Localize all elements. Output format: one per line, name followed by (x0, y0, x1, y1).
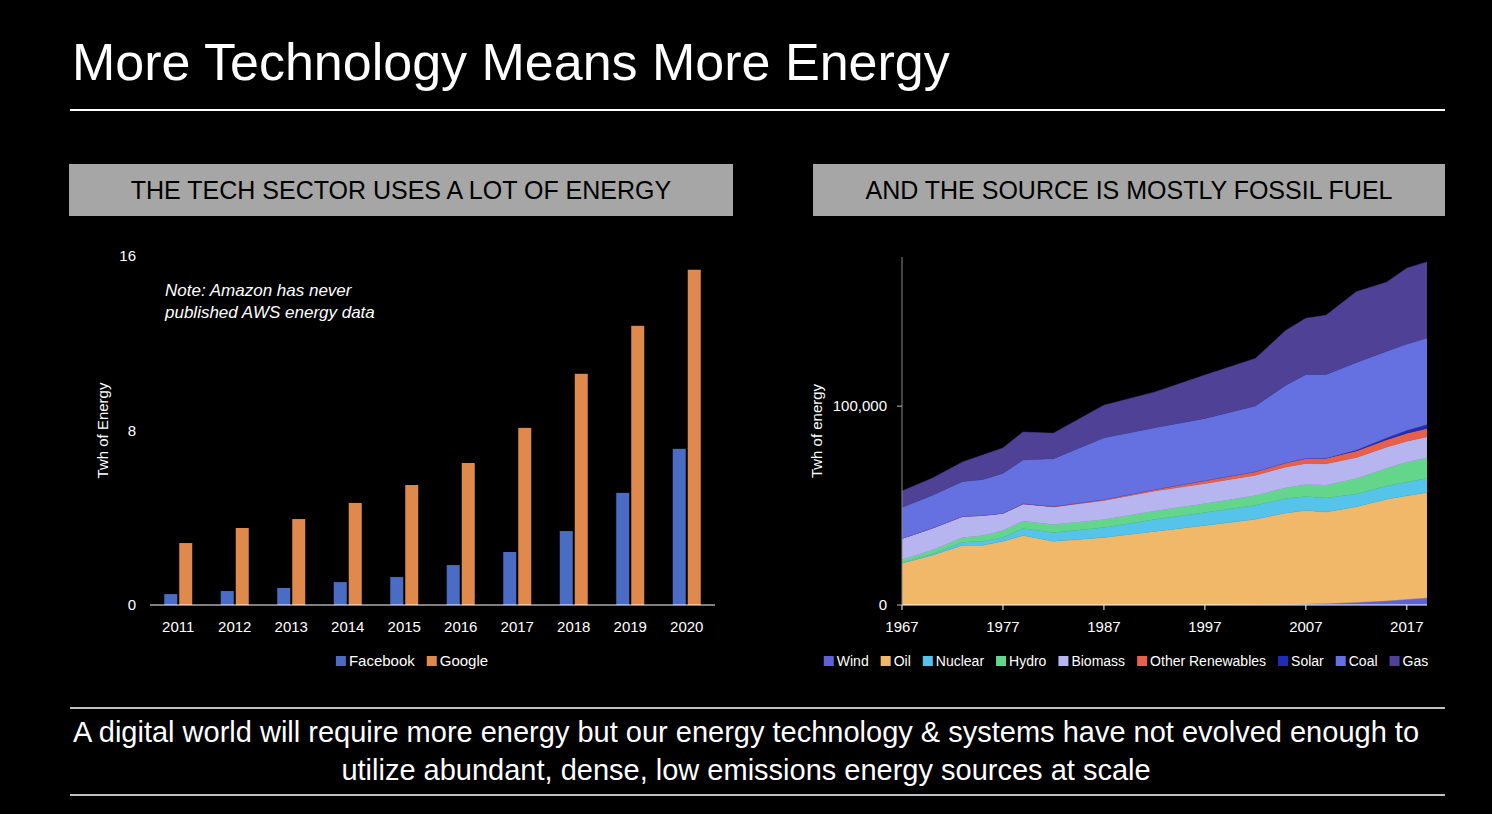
y-tick-label: 100,000 (833, 397, 887, 414)
x-axis (150, 605, 715, 606)
y-axis-label: Twh of energy (808, 383, 825, 478)
caption-rule (70, 707, 1445, 709)
bar (390, 577, 403, 605)
bars (164, 270, 701, 605)
slide-title: More Technology Means More Energy (72, 33, 950, 91)
y-tick-label: 8 (128, 422, 136, 439)
bar (292, 519, 305, 605)
x-tick-label: 2017 (501, 618, 534, 635)
chart: THE TECH SECTOR USES A LOT OF ENERGY 2011… (69, 164, 733, 669)
x-tick-label: 1967 (885, 618, 918, 635)
bar (349, 503, 362, 605)
y-tick-label: 0 (128, 596, 136, 613)
x-tick-label: 1977 (986, 618, 1019, 635)
x-tick-label: 2014 (331, 618, 364, 635)
bar (164, 594, 177, 605)
legend-label: Facebook (349, 652, 415, 669)
x-tick-label: 2007 (1289, 618, 1322, 635)
y-tick (897, 406, 902, 407)
x-tick-label: 2011 (162, 618, 194, 635)
chart-title: THE TECH SECTOR USES A LOT OF ENERGY (131, 176, 672, 204)
bar (575, 374, 588, 605)
x-tick-label: 1987 (1087, 618, 1120, 635)
legend-swatch (881, 656, 891, 666)
x-axis (902, 605, 1427, 606)
bar (631, 326, 644, 605)
legend-swatch (996, 656, 1006, 666)
bar (221, 591, 234, 605)
area (902, 262, 1427, 507)
legend-label: Oil (894, 653, 911, 669)
bar (503, 552, 516, 605)
x-tick-label: 2019 (614, 618, 647, 635)
legend-label: Coal (1349, 653, 1378, 669)
x-tick (1103, 605, 1104, 610)
bar (673, 449, 686, 605)
x-tick-label: 2015 (388, 618, 421, 635)
legend-swatch (1390, 656, 1400, 666)
legend: Facebook Google (336, 652, 488, 669)
x-tick-label: 2020 (670, 618, 703, 635)
legend-label: Hydro (1009, 653, 1047, 669)
y-axis-label: Twh of Energy (94, 382, 111, 478)
slide: More Technology Means More Energy THE TEC… (0, 0, 1492, 814)
legend-label: Solar (1291, 653, 1324, 669)
legend-label: Nuclear (936, 653, 985, 669)
x-tick (902, 605, 903, 610)
bar (616, 493, 629, 605)
chart-title: AND THE SOURCE IS MOSTLY FOSSIL FUEL (866, 176, 1393, 204)
y-tick-label: 0 (879, 596, 887, 613)
bar (560, 531, 573, 605)
x-tick-label: 2016 (444, 618, 477, 635)
x-tick (1204, 605, 1205, 610)
legend-label: Gas (1403, 653, 1429, 669)
legend-label: Google (440, 652, 488, 669)
legend-swatch (824, 656, 834, 666)
annotation: Note: Amazon has never published AWS ene… (165, 280, 410, 324)
x-tick-label: 1997 (1188, 618, 1221, 635)
bar (277, 588, 290, 605)
caption-rule (70, 794, 1445, 796)
chart-header (69, 164, 733, 216)
legend-swatch (1278, 656, 1288, 666)
legend: Wind Oil Nuclear Hydro Biomass Other Renewabl… (824, 653, 1428, 669)
x-tick (1305, 605, 1306, 610)
x-tick-label: 2013 (275, 618, 308, 635)
bar (236, 528, 249, 605)
title-rule (70, 109, 1445, 111)
x-tick-label: 2012 (218, 618, 251, 635)
bar (462, 463, 475, 605)
legend-swatch (1336, 656, 1346, 666)
area (902, 338, 1427, 538)
legend-swatch (1058, 656, 1068, 666)
bar (405, 485, 418, 605)
legend-swatch (923, 656, 933, 666)
chart-header (813, 164, 1445, 216)
y-axis (902, 257, 903, 605)
x-tick-label: 2017 (1390, 618, 1423, 635)
bar (447, 565, 460, 605)
y-tick-label: 16 (119, 247, 136, 264)
x-tick-label: 2018 (557, 618, 590, 635)
bar (518, 428, 531, 605)
legend-swatch (336, 656, 346, 666)
x-tick (1406, 605, 1407, 610)
legend-swatch (1137, 656, 1147, 666)
legend-swatch (427, 656, 437, 666)
legend-label: Wind (837, 653, 869, 669)
x-tick (1002, 605, 1003, 610)
legend-label: Other Renewables (1150, 653, 1266, 669)
caption: A digital world will require more energy… (60, 713, 1432, 789)
chart: AND THE SOURCE IS MOSTLY FOSSIL FUEL 1967… (808, 164, 1445, 669)
page: {"title": "More Technology Means More En… (0, 0, 1492, 814)
areas (902, 262, 1427, 605)
y-tick (897, 605, 902, 606)
bar (179, 543, 192, 605)
bar (688, 270, 701, 605)
bar (334, 582, 347, 605)
legend-label: Biomass (1071, 653, 1125, 669)
